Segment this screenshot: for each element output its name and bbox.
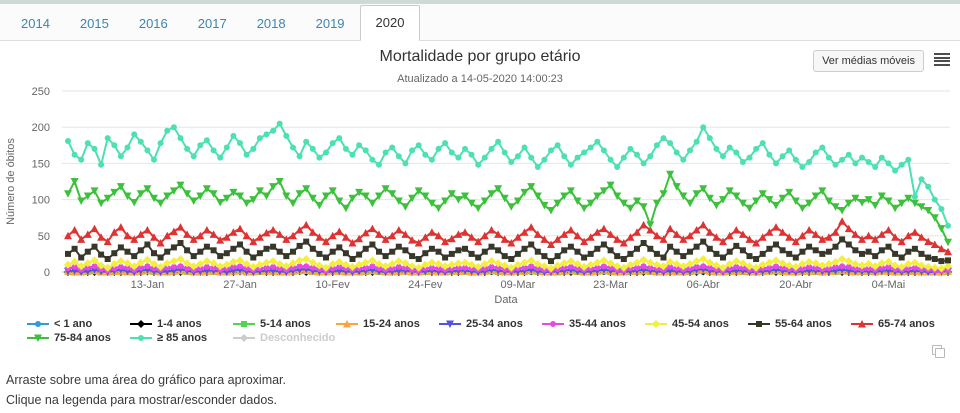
y-tick-label: 100 bbox=[32, 195, 50, 207]
hint-zoom: Arraste sobre uma área do gráfico para a… bbox=[6, 373, 286, 387]
series-45-54 anos[interactable] bbox=[64, 255, 952, 273]
series-65-74 anos[interactable] bbox=[64, 217, 952, 256]
tab-year-2016[interactable]: 2016 bbox=[138, 16, 168, 31]
tab-year-2019[interactable]: 2019 bbox=[315, 16, 345, 31]
legend-label: 55-64 anos bbox=[775, 318, 832, 330]
y-axis-title: Número de óbitos bbox=[5, 138, 17, 225]
tab-year-2015[interactable]: 2015 bbox=[79, 16, 109, 31]
diamond-marker-icon bbox=[645, 320, 667, 328]
chart-subtitle: Atualizado a 14-05-2020 14:00:23 bbox=[397, 73, 563, 85]
legend-item-55-64 anos[interactable]: 55-64 anos bbox=[747, 318, 850, 330]
legend-label: 5-14 anos bbox=[260, 318, 311, 330]
legend-label: 1-4 anos bbox=[157, 318, 202, 330]
copy-icon[interactable] bbox=[932, 345, 945, 358]
series-75-84 anos[interactable] bbox=[64, 170, 952, 247]
series-≥ 85 anos[interactable] bbox=[65, 120, 951, 229]
tab-year-2020[interactable]: 2020 bbox=[359, 5, 421, 41]
legend-item-65-74 anos[interactable]: 65-74 anos bbox=[850, 318, 953, 330]
tab-year-2018[interactable]: 2018 bbox=[256, 16, 286, 31]
y-tick-label: 0 bbox=[44, 267, 50, 279]
x-tick-label: 13-Jan bbox=[131, 279, 165, 291]
legend-label: 65-74 anos bbox=[878, 318, 935, 330]
triangle-marker-icon bbox=[851, 320, 873, 328]
legend-label: < 1 ano bbox=[54, 318, 93, 330]
chart-hints: Arraste sobre uma área do gráfico para a… bbox=[6, 370, 286, 410]
triangle-down-marker-icon bbox=[27, 334, 49, 342]
legend-item-35-44 anos[interactable]: 35-44 anos bbox=[541, 318, 644, 330]
x-tick-label: 24-Fev bbox=[408, 279, 443, 291]
triangle-marker-icon bbox=[336, 320, 358, 328]
legend-label: 15-24 anos bbox=[363, 318, 420, 330]
hamburger-menu-icon[interactable] bbox=[934, 53, 950, 66]
chart-legend: < 1 ano 1-4 anos 5-14 anos 15-24 anos 25-34 … bbox=[26, 318, 953, 344]
legend-label: 35-44 anos bbox=[569, 318, 626, 330]
x-tick-label: 10-Fev bbox=[316, 279, 351, 291]
x-tick-label: 20-Abr bbox=[779, 279, 812, 291]
chart-title: Mortalidade por grupo etário bbox=[379, 48, 581, 65]
hint-legend: Clique na legenda para mostrar/esconder … bbox=[6, 393, 278, 407]
series-55-64 anos[interactable] bbox=[65, 236, 951, 265]
legend-item-5-14 anos[interactable]: 5-14 anos bbox=[232, 318, 335, 330]
legend-label: 45-54 anos bbox=[672, 318, 729, 330]
circle-marker-icon bbox=[130, 335, 152, 341]
top-strip bbox=[0, 0, 960, 4]
legend-item-≥ 85 anos[interactable]: ≥ 85 anos bbox=[129, 332, 232, 344]
y-tick-label: 200 bbox=[32, 122, 50, 134]
x-tick-label: 27-Jan bbox=[223, 279, 257, 291]
tab-year-2017[interactable]: 2017 bbox=[197, 16, 227, 31]
legend-item-1-4 anos[interactable]: 1-4 anos bbox=[129, 318, 232, 330]
y-tick-label: 250 bbox=[32, 86, 50, 98]
circle-marker-icon bbox=[542, 321, 564, 327]
diamond-marker-icon bbox=[233, 334, 255, 342]
triangle-down-marker-icon bbox=[439, 320, 461, 328]
x-tick-label: 23-Mar bbox=[593, 279, 628, 291]
legend-label: ≥ 85 anos bbox=[157, 332, 208, 344]
legend-item-< 1 ano[interactable]: < 1 ano bbox=[26, 318, 129, 330]
y-tick-label: 150 bbox=[32, 158, 50, 170]
circle-marker-icon bbox=[27, 321, 49, 327]
chart-header: Mortalidade por grupo etário Atualizado … bbox=[60, 48, 900, 85]
legend-label: 75-84 anos bbox=[54, 332, 111, 344]
legend-item-15-24 anos[interactable]: 15-24 anos bbox=[335, 318, 438, 330]
legend-item-25-34 anos[interactable]: 25-34 anos bbox=[438, 318, 541, 330]
legend-item-45-54 anos[interactable]: 45-54 anos bbox=[644, 318, 747, 330]
legend-item-75-84 anos[interactable]: 75-84 anos bbox=[26, 332, 129, 344]
legend-item-Desconhecido[interactable]: Desconhecido bbox=[232, 332, 335, 344]
square-marker-icon bbox=[233, 321, 255, 327]
x-tick-label: 06-Abr bbox=[687, 279, 720, 291]
y-tick-label: 50 bbox=[38, 231, 50, 243]
moving-averages-button[interactable]: Ver médias móveis bbox=[813, 50, 924, 72]
square-marker-icon bbox=[748, 321, 770, 327]
x-tick-label: 04-Mai bbox=[872, 279, 906, 291]
x-axis-title: Data bbox=[494, 294, 518, 306]
year-tab-bar: 2014 2015 2016 2017 2018 2019 2020 bbox=[0, 4, 960, 41]
diamond-marker-icon bbox=[130, 320, 152, 328]
tab-year-2014[interactable]: 2014 bbox=[21, 16, 50, 31]
legend-label: Desconhecido bbox=[260, 332, 336, 344]
x-tick-label: 09-Mar bbox=[501, 279, 536, 291]
legend-label: 25-34 anos bbox=[466, 318, 523, 330]
chart-plot-area[interactable]: 0 50 100 150 200 250 13-Jan 27-Jan 10-Fev 24-Fev 0… bbox=[0, 84, 960, 316]
